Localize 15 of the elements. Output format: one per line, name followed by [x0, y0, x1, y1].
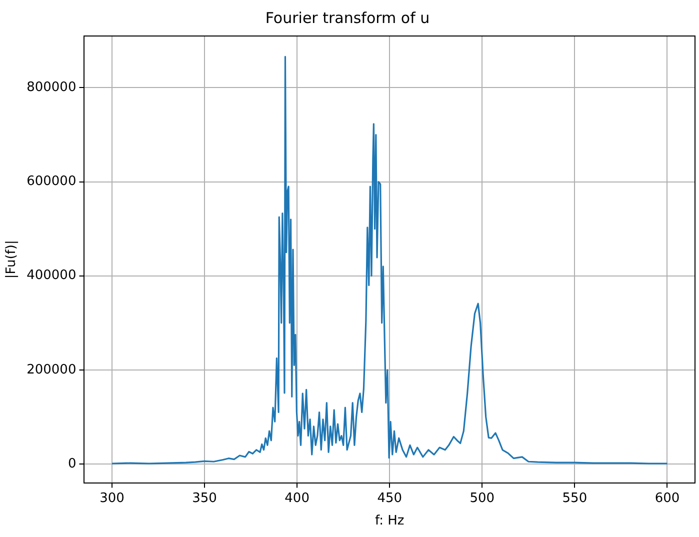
- y-tick-label: 200000: [26, 362, 76, 378]
- y-tick-label: 600000: [26, 174, 76, 190]
- y-axis-title: |Fu(f)|: [4, 240, 20, 279]
- y-tick-label: 0: [68, 456, 76, 472]
- x-tick-label: 450: [377, 490, 402, 506]
- x-tick-label: 400: [284, 490, 310, 506]
- x-tick-label: 300: [100, 490, 124, 506]
- x-tick-label: 500: [470, 490, 495, 506]
- y-tick-label: 800000: [26, 80, 76, 96]
- x-axis-title: f: Hz: [374, 514, 404, 529]
- chart-title: Fourier transform of u: [265, 8, 430, 27]
- x-tick-label: 550: [562, 490, 588, 506]
- x-tick-label: 600: [654, 490, 680, 506]
- x-tick-label: 350: [192, 490, 217, 506]
- y-tick-label: 400000: [26, 268, 76, 284]
